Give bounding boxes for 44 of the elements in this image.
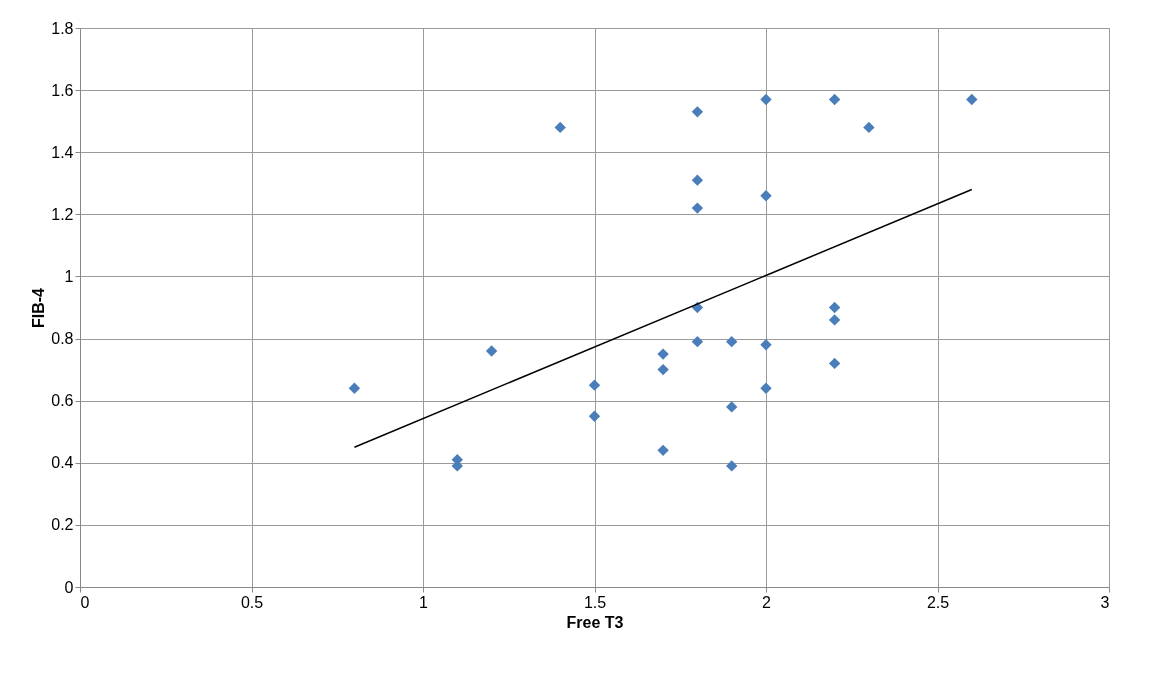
y-tick-label: 0.2 (51, 516, 74, 534)
y-tick-label: 1.2 (51, 205, 74, 223)
point (485, 345, 498, 357)
y-tick-label: 0.6 (51, 392, 74, 410)
point (760, 339, 772, 351)
point (657, 363, 669, 376)
point (588, 410, 601, 422)
point (726, 335, 738, 348)
y-tick-label: 0.8 (51, 330, 74, 348)
x-tick-label: 2.5 (926, 593, 950, 611)
y-tick-label: 1 (64, 267, 74, 285)
point (691, 202, 704, 214)
point (828, 301, 841, 314)
point (760, 93, 772, 106)
x-tick-label: 0.5 (240, 593, 264, 611)
y-tick-label: 0 (64, 578, 74, 596)
point (657, 444, 669, 457)
point (691, 335, 704, 348)
x-tick-label: 1 (419, 593, 429, 611)
point (691, 106, 704, 118)
point (760, 190, 772, 202)
y-axis-title: FIB-4 (30, 287, 48, 328)
x-tick-label: 1.5 (583, 593, 607, 611)
y-tick-label: 1.8 (51, 19, 74, 37)
point (691, 174, 704, 186)
point (726, 401, 738, 413)
point (657, 348, 669, 360)
y-tick-label: 0.4 (51, 454, 74, 472)
point (828, 93, 841, 106)
x-tick-label: 2 (762, 593, 772, 611)
point (760, 382, 772, 394)
y-tick-label: 1.4 (51, 143, 74, 161)
y-tick-label: 1.6 (51, 81, 74, 99)
point (828, 357, 841, 370)
point (863, 121, 875, 134)
x-tick-label: 0 (80, 593, 90, 611)
point (588, 379, 601, 391)
point (828, 314, 841, 326)
point (348, 382, 361, 394)
x-axis-title: Free T3 (566, 613, 624, 631)
x-tick-label: 3 (1100, 593, 1110, 611)
point (554, 121, 566, 134)
point (966, 93, 978, 106)
point (726, 460, 738, 472)
